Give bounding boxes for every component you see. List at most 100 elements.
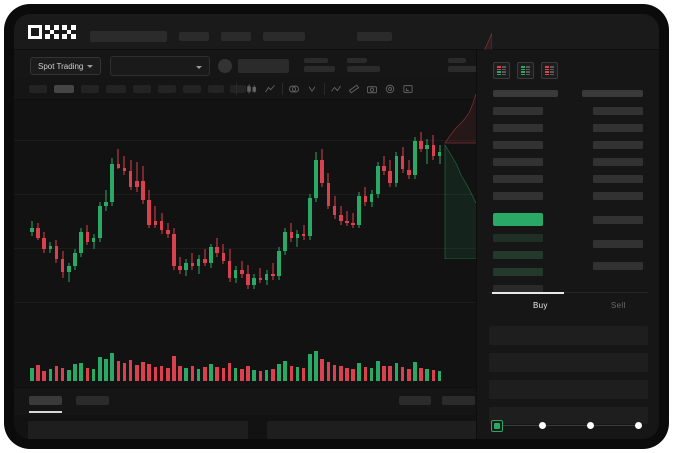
candle (382, 100, 386, 335)
volume-bar (42, 371, 46, 381)
compare-icon[interactable] (288, 83, 300, 95)
volume-bar (413, 361, 417, 381)
candle (141, 100, 145, 335)
timeframe-1[interactable] (29, 85, 47, 93)
volume-bar (233, 368, 238, 381)
nav-item-3[interactable] (263, 32, 305, 41)
candle (165, 100, 170, 335)
orderbook-mode-bids[interactable] (517, 62, 534, 79)
tab-buy[interactable]: Buy (533, 301, 548, 310)
amount-slider[interactable] (491, 420, 646, 432)
candlestick-type-icon[interactable] (246, 83, 258, 95)
orderbook-amount-cell (593, 216, 643, 224)
volume-bar (97, 357, 102, 381)
timeframe-8[interactable] (208, 85, 224, 93)
nav-item-2[interactable] (221, 32, 251, 41)
orderbook-mode-both[interactable] (493, 62, 510, 79)
candle (153, 100, 158, 335)
candle (295, 100, 300, 335)
volume-bar (203, 367, 207, 381)
volume-bar (172, 355, 176, 381)
slider-step-2[interactable] (587, 422, 594, 429)
market-mode-selector[interactable]: Spot Trading (30, 57, 102, 75)
indicators-icon[interactable] (264, 83, 276, 95)
candle (227, 100, 232, 335)
candle (338, 100, 343, 335)
trendline-icon[interactable] (330, 83, 342, 95)
candle (172, 100, 176, 335)
volume-bar (338, 366, 343, 381)
orderbook-ask-row[interactable] (493, 192, 543, 200)
tab-open-orders[interactable] (29, 396, 62, 405)
search-input[interactable] (90, 31, 167, 42)
order-price-field[interactable] (489, 326, 648, 345)
orderbook-ask-row[interactable] (493, 124, 543, 132)
price-chart[interactable] (14, 100, 476, 335)
order-total-field[interactable] (489, 380, 648, 399)
slider-step-1[interactable] (539, 422, 546, 429)
slider-step-0[interactable] (491, 420, 503, 432)
candle (258, 100, 263, 335)
timeframe-6[interactable] (158, 85, 176, 93)
chart-style-icon[interactable] (306, 83, 318, 95)
orders-action-2[interactable] (442, 396, 475, 405)
volume-bar (252, 370, 257, 381)
slider-step-3[interactable] (635, 422, 642, 429)
candle (413, 100, 417, 335)
orderbook-bid-row[interactable] (493, 234, 543, 242)
order-amount-field[interactable] (489, 353, 648, 372)
nav-item-4[interactable] (357, 32, 392, 41)
orders-action-1[interactable] (399, 396, 431, 405)
candle (184, 100, 189, 335)
candle (406, 100, 411, 335)
okx-logo[interactable] (28, 25, 76, 39)
orderbook-ask-row[interactable] (493, 141, 543, 149)
orderbook-bid-row[interactable] (493, 285, 543, 293)
orderbook-mode-asks[interactable] (541, 62, 558, 79)
timeframe-5[interactable] (133, 85, 151, 93)
volume-bar (388, 366, 392, 381)
ruler-icon[interactable] (348, 83, 360, 95)
tab-sell[interactable]: Sell (611, 301, 626, 310)
orderbook-amount-cell (593, 262, 643, 270)
stat-low (448, 58, 478, 72)
orderbook-ask-row[interactable] (493, 107, 543, 115)
fullscreen-icon[interactable] (402, 83, 414, 95)
orderbook-amount-cell (593, 175, 643, 183)
candle (345, 100, 349, 335)
snapshot-icon[interactable] (366, 83, 378, 95)
timeframe-2[interactable] (54, 85, 74, 93)
candle (79, 100, 83, 335)
orderbook-ask-row[interactable] (493, 175, 543, 183)
candle (246, 100, 250, 335)
orderbook-ask-row[interactable] (493, 158, 543, 166)
settings-gear-icon[interactable] (384, 83, 396, 95)
volume-bar (67, 369, 71, 381)
orderbook-last-price[interactable] (493, 213, 543, 226)
order-available-field[interactable] (489, 407, 648, 424)
volume-bar (264, 369, 269, 381)
tab-order-history[interactable] (76, 396, 109, 405)
bottom-panel-right (267, 421, 477, 439)
nav-item-1[interactable] (179, 32, 209, 41)
candle (42, 100, 46, 335)
order-form-fields (489, 326, 648, 432)
candle (48, 100, 53, 335)
candle (128, 100, 133, 335)
volume-bar (153, 367, 158, 381)
orderbook-bid-row[interactable] (493, 251, 543, 259)
candle (147, 100, 151, 335)
timeframe-4[interactable] (106, 85, 126, 93)
volume-bar (85, 367, 90, 381)
candle (270, 100, 275, 335)
timeframe-3[interactable] (81, 85, 99, 93)
device-bezel: Spot Trading (4, 4, 669, 449)
volume-bar (270, 369, 275, 381)
volume-bar (289, 365, 294, 381)
orderbook-amount-cell (593, 158, 643, 166)
timeframe-7[interactable] (183, 85, 201, 93)
timeframe-9[interactable] (230, 85, 246, 93)
trading-pair-selector[interactable] (110, 56, 210, 76)
orderbook-bid-row[interactable] (493, 268, 543, 276)
candle (425, 100, 430, 335)
